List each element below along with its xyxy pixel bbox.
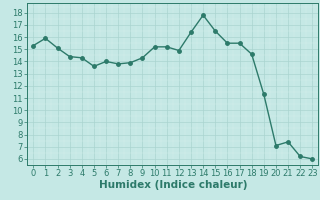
X-axis label: Humidex (Indice chaleur): Humidex (Indice chaleur) [99, 180, 247, 190]
